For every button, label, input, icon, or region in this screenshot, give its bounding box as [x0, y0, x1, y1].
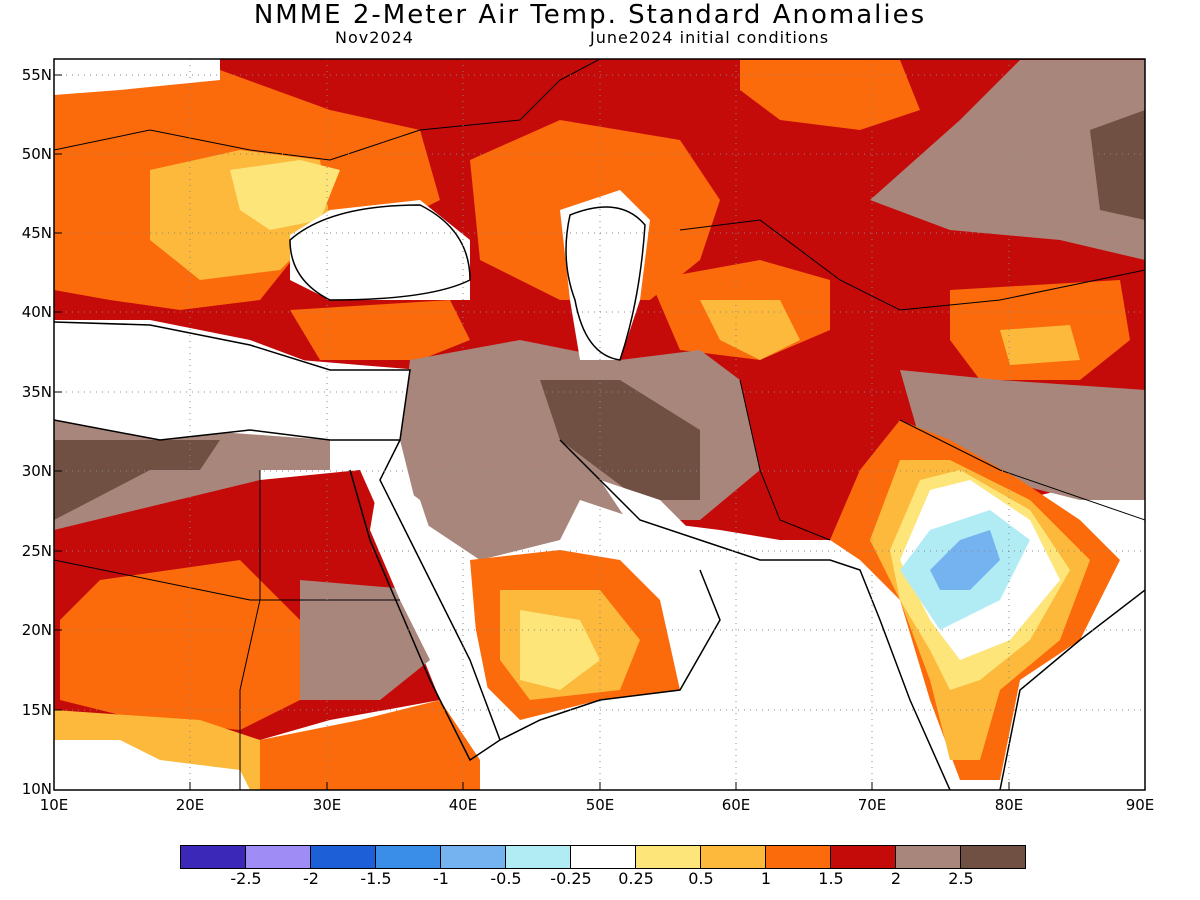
colorbar-swatch-2 — [311, 846, 376, 868]
colorbar-swatch-10 — [831, 846, 896, 868]
lon-label-40e: 40E — [448, 796, 478, 814]
colorbar-label: -1.5 — [360, 869, 392, 888]
colorbar-swatch-4 — [441, 846, 506, 868]
anomaly-band-2-5-mongolia — [870, 60, 1145, 260]
colorbar-label: -0.5 — [490, 869, 522, 888]
arabia-south-coast — [499, 569, 721, 741]
colorbar-swatch-6 — [571, 846, 636, 868]
colorbar-label: 0.5 — [688, 869, 714, 888]
sea-mediterranean — [54, 320, 410, 440]
axis-ticks — [54, 74, 1010, 790]
mediterranean-coast — [54, 321, 411, 441]
lon-label-60e: 60E — [721, 796, 751, 814]
black-sea-coast — [289, 204, 471, 301]
lon-label-20e: 20E — [175, 796, 205, 814]
anomaly-band-2-5-tibet — [900, 370, 1145, 500]
border-centralasia — [679, 219, 1145, 311]
lat-label-35n: 35N — [21, 383, 52, 401]
colorbar-swatch-9 — [766, 846, 831, 868]
persian-gulf-india-coast — [559, 439, 951, 790]
colorbar-swatch-11 — [896, 846, 961, 868]
colorbar-label: 2.5 — [948, 869, 974, 888]
colorbar-label: -2 — [303, 869, 319, 888]
colorbar — [180, 845, 1026, 869]
anomaly-band-1-5-turkey — [290, 300, 470, 360]
lon-label-10e: 10E — [39, 796, 69, 814]
lat-label-40n: 40N — [21, 303, 52, 321]
lat-label-15n: 15N — [21, 701, 52, 719]
colorbar-swatch-1 — [246, 846, 311, 868]
valid-month-label: Nov2024 — [335, 28, 414, 47]
anomaly-band-0-5-balkans — [230, 160, 340, 230]
colorbar-label: -0.25 — [550, 869, 592, 888]
border-iran-pakistan — [739, 379, 831, 541]
anomaly-band-1-china — [1000, 325, 1080, 365]
anomaly-band-minus-0-5-india — [930, 530, 1000, 590]
sea-red-sea — [370, 470, 500, 740]
anomaly-band-1-5-ethiopia — [260, 700, 480, 790]
anomaly-band-3-libya — [54, 440, 220, 520]
anomaly-band-2-5-sudan — [300, 580, 430, 700]
lon-label-70e: 70E — [857, 796, 887, 814]
lon-label-50e: 50E — [585, 796, 615, 814]
colorbar-label: 0.25 — [618, 869, 654, 888]
colorbar-swatch-12 — [961, 846, 1025, 868]
lat-label-25n: 25N — [21, 542, 52, 560]
colorbar-label: 2 — [890, 869, 902, 888]
border-europe — [54, 59, 601, 161]
lat-label-50n: 50N — [21, 145, 52, 163]
lat-label-30n: 30N — [21, 462, 52, 480]
map-title: NMME 2-Meter Air Temp. Standard Anomalie… — [253, 0, 927, 30]
colorbar-swatch-7 — [636, 846, 701, 868]
border-himalaya — [899, 419, 1145, 521]
india-east-coast — [999, 589, 1145, 790]
border-sahel — [54, 559, 400, 601]
anomaly-band-neutral-westafrica — [54, 740, 250, 790]
anomaly-shading — [54, 59, 1145, 790]
anomaly-band-1-5-siberia — [740, 60, 920, 130]
map-frame — [53, 58, 1146, 791]
coastlines — [54, 59, 1145, 790]
sea-baltic — [54, 59, 220, 95]
anomaly-band-3-iraq — [540, 380, 700, 500]
sea-black-sea — [290, 200, 470, 300]
colorbar-label: 1.5 — [818, 869, 844, 888]
lat-label-45n: 45N — [21, 224, 52, 242]
anomaly-band-1-5-sahel — [60, 560, 300, 730]
lat-label-10n: 10N — [21, 780, 52, 798]
colorbar-swatch-0 — [181, 846, 246, 868]
anomaly-band-1-centralasia — [700, 300, 800, 360]
border-egypt-libya — [239, 470, 261, 790]
colorbar-swatch-3 — [376, 846, 441, 868]
colorbar-label: -2.5 — [230, 869, 262, 888]
colorbar-label: -1 — [433, 869, 449, 888]
caspian-coast — [565, 206, 646, 361]
lat-label-55n: 55N — [21, 66, 52, 84]
sea-bay-of-bengal — [1000, 600, 1145, 790]
colorbar-swatch-5 — [506, 846, 571, 868]
colorbar-label: 1 — [760, 869, 772, 888]
lat-label-20n: 20N — [21, 621, 52, 639]
colorbar-swatch-8 — [701, 846, 766, 868]
lon-label-80e: 80E — [994, 796, 1024, 814]
lon-label-30e: 30E — [312, 796, 342, 814]
anomaly-band-3-mongolia — [1090, 110, 1145, 220]
sea-arabian-sea — [560, 480, 950, 790]
lon-label-90e: 90E — [1125, 796, 1155, 814]
initial-conditions-label: June2024 initial conditions — [590, 28, 830, 47]
